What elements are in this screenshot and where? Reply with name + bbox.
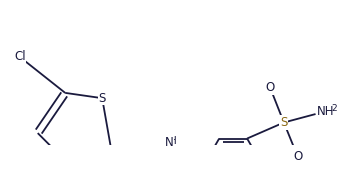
- Text: H: H: [169, 136, 177, 146]
- Text: N: N: [165, 136, 174, 149]
- Text: S: S: [98, 92, 106, 105]
- Text: O: O: [265, 81, 275, 94]
- Text: NH: NH: [317, 105, 335, 118]
- Text: Cl: Cl: [14, 50, 25, 63]
- Text: 2: 2: [331, 104, 337, 113]
- Text: O: O: [293, 150, 302, 163]
- Text: S: S: [280, 116, 287, 129]
